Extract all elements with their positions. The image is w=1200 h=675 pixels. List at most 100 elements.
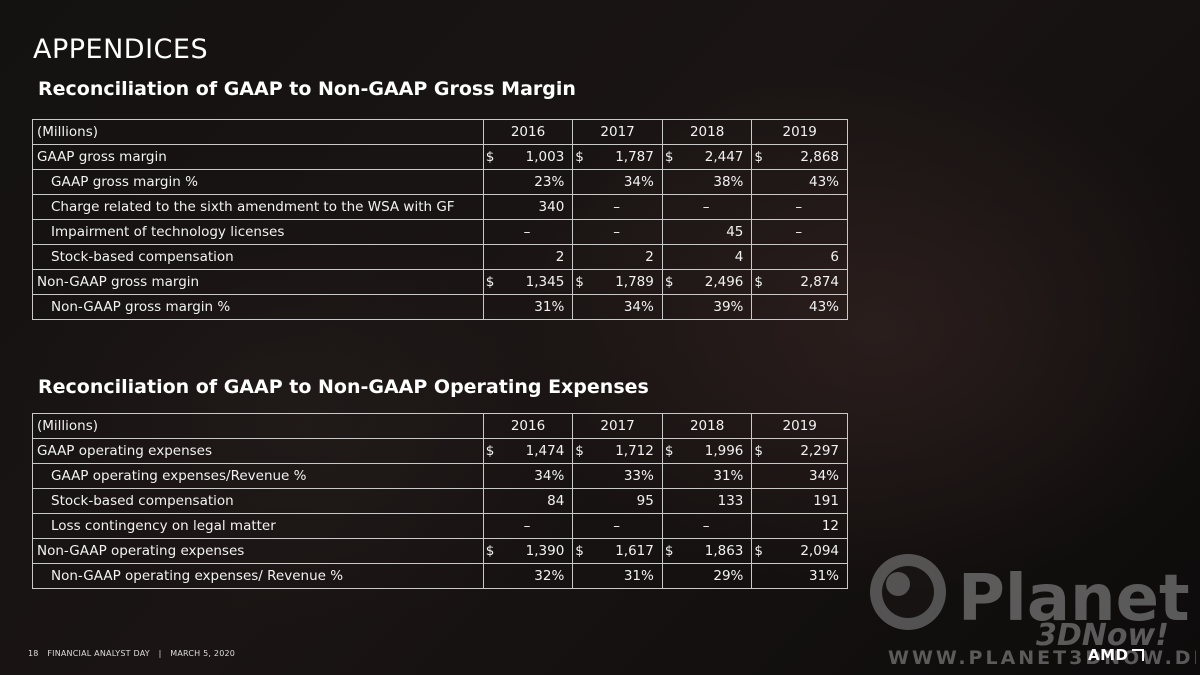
dollar-sign: $ xyxy=(754,443,763,459)
cell-value: – xyxy=(751,219,848,245)
table-header-row: (Millions) 2016 2017 2018 2019 xyxy=(32,119,848,145)
currency-cell: $1,996 xyxy=(661,438,753,464)
cell-value: 39% xyxy=(661,294,753,320)
header-year: 2018 xyxy=(661,413,753,439)
header-units: (Millions) xyxy=(32,119,484,145)
cell-value: 2,868 xyxy=(800,149,839,165)
row-label: Non-GAAP operating expenses xyxy=(32,538,484,564)
cell-value: 34% xyxy=(751,463,848,489)
watermark-url: WWW.PLANET3DNOW.DE xyxy=(888,647,1196,669)
header-units: (Millions) xyxy=(32,413,484,439)
table-row: GAAP operating expenses $1,474 $1,712 $1,99… xyxy=(32,438,848,464)
cell-value: 6 xyxy=(751,244,848,270)
row-label: Non-GAAP gross margin xyxy=(32,269,484,295)
row-label: Charge related to the sixth amendment to… xyxy=(32,194,484,220)
header-year: 2017 xyxy=(572,413,663,439)
row-label: Non-GAAP gross margin % xyxy=(32,294,484,320)
cell-value: 33% xyxy=(572,463,663,489)
cell-value: 1,712 xyxy=(615,443,654,459)
footer-date: MARCH 5, 2020 xyxy=(170,649,236,658)
cell-value: 32% xyxy=(482,563,574,589)
row-label: Impairment of technology licenses xyxy=(32,219,484,245)
table-header-row: (Millions) 2016 2017 2018 2019 xyxy=(32,413,848,439)
dollar-sign: $ xyxy=(575,274,584,290)
row-label: Stock-based compensation xyxy=(32,488,484,514)
currency-cell: $2,094 xyxy=(751,538,848,564)
cell-value: 2 xyxy=(572,244,663,270)
amd-arrow-icon xyxy=(1131,649,1144,661)
cell-value: 95 xyxy=(572,488,663,514)
header-year: 2018 xyxy=(661,119,753,145)
cell-value: 31% xyxy=(572,563,663,589)
cell-value: 84 xyxy=(482,488,574,514)
table-row: GAAP gross margin $1,003 $1,787 $2,447 $2,86… xyxy=(32,144,848,170)
dollar-sign: $ xyxy=(485,149,495,165)
table-row: Non-GAAP operating expenses $1,390 $1,617 $… xyxy=(32,538,848,564)
cell-value: 23% xyxy=(482,169,574,195)
gross-margin-table: (Millions) 2016 2017 2018 2019 GAAP gross mar… xyxy=(32,119,848,320)
cell-value: 1,789 xyxy=(615,274,654,290)
row-label: GAAP gross margin % xyxy=(32,169,484,195)
cell-value: 34% xyxy=(572,169,663,195)
currency-cell: $1,003 xyxy=(482,144,574,170)
row-label: GAAP operating expenses/Revenue % xyxy=(32,463,484,489)
row-label: Non-GAAP operating expenses/ Revenue % xyxy=(32,563,484,589)
dollar-sign: $ xyxy=(575,443,584,459)
cell-value: 1,474 xyxy=(525,443,565,459)
cell-value: – xyxy=(661,513,753,539)
cell-value: – xyxy=(661,194,753,220)
cell-value: – xyxy=(572,219,663,245)
cell-value: – xyxy=(482,219,574,245)
footer-event: FINANCIAL ANALYST DAY xyxy=(47,649,150,658)
cell-value: 1,863 xyxy=(704,543,744,559)
watermark-sub: 3DNow! xyxy=(1036,618,1169,653)
cell-value: 45 xyxy=(661,219,753,245)
dollar-sign: $ xyxy=(485,543,495,559)
table-row: Non-GAAP gross margin $1,345 $1,789 $2,496 $… xyxy=(32,269,848,295)
cell-value: 29% xyxy=(661,563,753,589)
currency-cell: $1,863 xyxy=(661,538,753,564)
currency-cell: $1,787 xyxy=(572,144,663,170)
page-number: 18 xyxy=(28,649,39,658)
cell-value: 1,345 xyxy=(525,274,565,290)
watermark-brand: Planet xyxy=(958,562,1190,636)
row-label: GAAP gross margin xyxy=(32,144,484,170)
row-label: Stock-based compensation xyxy=(32,244,484,270)
table-row: Stock-based compensation 2 2 4 6 xyxy=(32,244,848,270)
cell-value: 43% xyxy=(751,169,848,195)
cell-value: – xyxy=(751,194,848,220)
cell-value: 1,996 xyxy=(704,443,744,459)
cell-value: 31% xyxy=(482,294,574,320)
table-row: GAAP gross margin % 23% 34% 38% 43% xyxy=(32,169,848,195)
gross-margin-heading: Reconciliation of GAAP to Non-GAAP Gross… xyxy=(38,78,576,100)
cell-value: 34% xyxy=(482,463,574,489)
dollar-sign: $ xyxy=(664,443,674,459)
cell-value: 4 xyxy=(661,244,753,270)
currency-cell: $2,447 xyxy=(661,144,753,170)
operating-expenses-table: (Millions) 2016 2017 2018 2019 GAAP operating… xyxy=(32,413,848,589)
table-row: Loss contingency on legal matter – – –12 xyxy=(32,513,848,539)
table-row: Stock-based compensation 84 95 133 191 xyxy=(32,488,848,514)
table-row: Non-GAAP operating expenses/ Revenue % 32… xyxy=(32,563,848,589)
cell-value: – xyxy=(572,513,663,539)
slide-footer: 18 FINANCIAL ANALYST DAY | MARCH 5, 2020 xyxy=(28,649,241,658)
cell-value: 340 xyxy=(482,194,574,220)
cell-value: 34% xyxy=(572,294,663,320)
cell-value: 191 xyxy=(751,488,848,514)
dollar-sign: $ xyxy=(575,543,584,559)
cell-value: 2,447 xyxy=(704,149,744,165)
amd-logo: AMD xyxy=(1088,646,1144,664)
table-row: Charge related to the sixth amendment to… xyxy=(32,194,848,220)
cell-value: 43% xyxy=(751,294,848,320)
header-year: 2016 xyxy=(482,413,574,439)
header-year: 2019 xyxy=(751,119,848,145)
amd-logo-text: AMD xyxy=(1088,646,1129,664)
cell-value: 2,496 xyxy=(704,274,744,290)
operating-expenses-heading: Reconciliation of GAAP to Non-GAAP Opera… xyxy=(38,376,649,398)
table-row: Impairment of technology licenses – –45– xyxy=(32,219,848,245)
currency-cell: $1,474 xyxy=(482,438,574,464)
cell-value: – xyxy=(482,513,574,539)
dollar-sign: $ xyxy=(485,274,495,290)
planet3dnow-watermark: Planet 3DNow! WWW.PLANET3DNOW.DE xyxy=(870,554,1196,669)
cell-value: 2 xyxy=(482,244,574,270)
